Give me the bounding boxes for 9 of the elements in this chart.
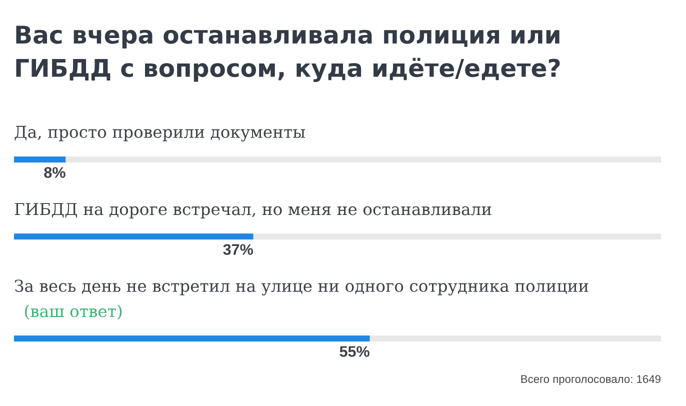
data-label: 55%: [340, 346, 370, 357]
chart-title: Вас вчера останавливала полиция или ГИБДД с вопросом, куда идёте/едете?: [16, 26, 560, 82]
data-label: 37%: [223, 244, 253, 255]
annotation: (ваш ответ): [25, 304, 122, 320]
data-label: 8%: [44, 167, 66, 178]
y-tick-label: ГИБДД на дороге встречал, но меня не останавливали: [14, 203, 492, 218]
text: Всего проголосовало: 1649: [521, 375, 660, 386]
y-tick-label: Да, просто проверили документы: [14, 126, 306, 142]
y-tick-label: За весь день не встретил на улице ни одного сотрудника полиции: [14, 280, 588, 296]
